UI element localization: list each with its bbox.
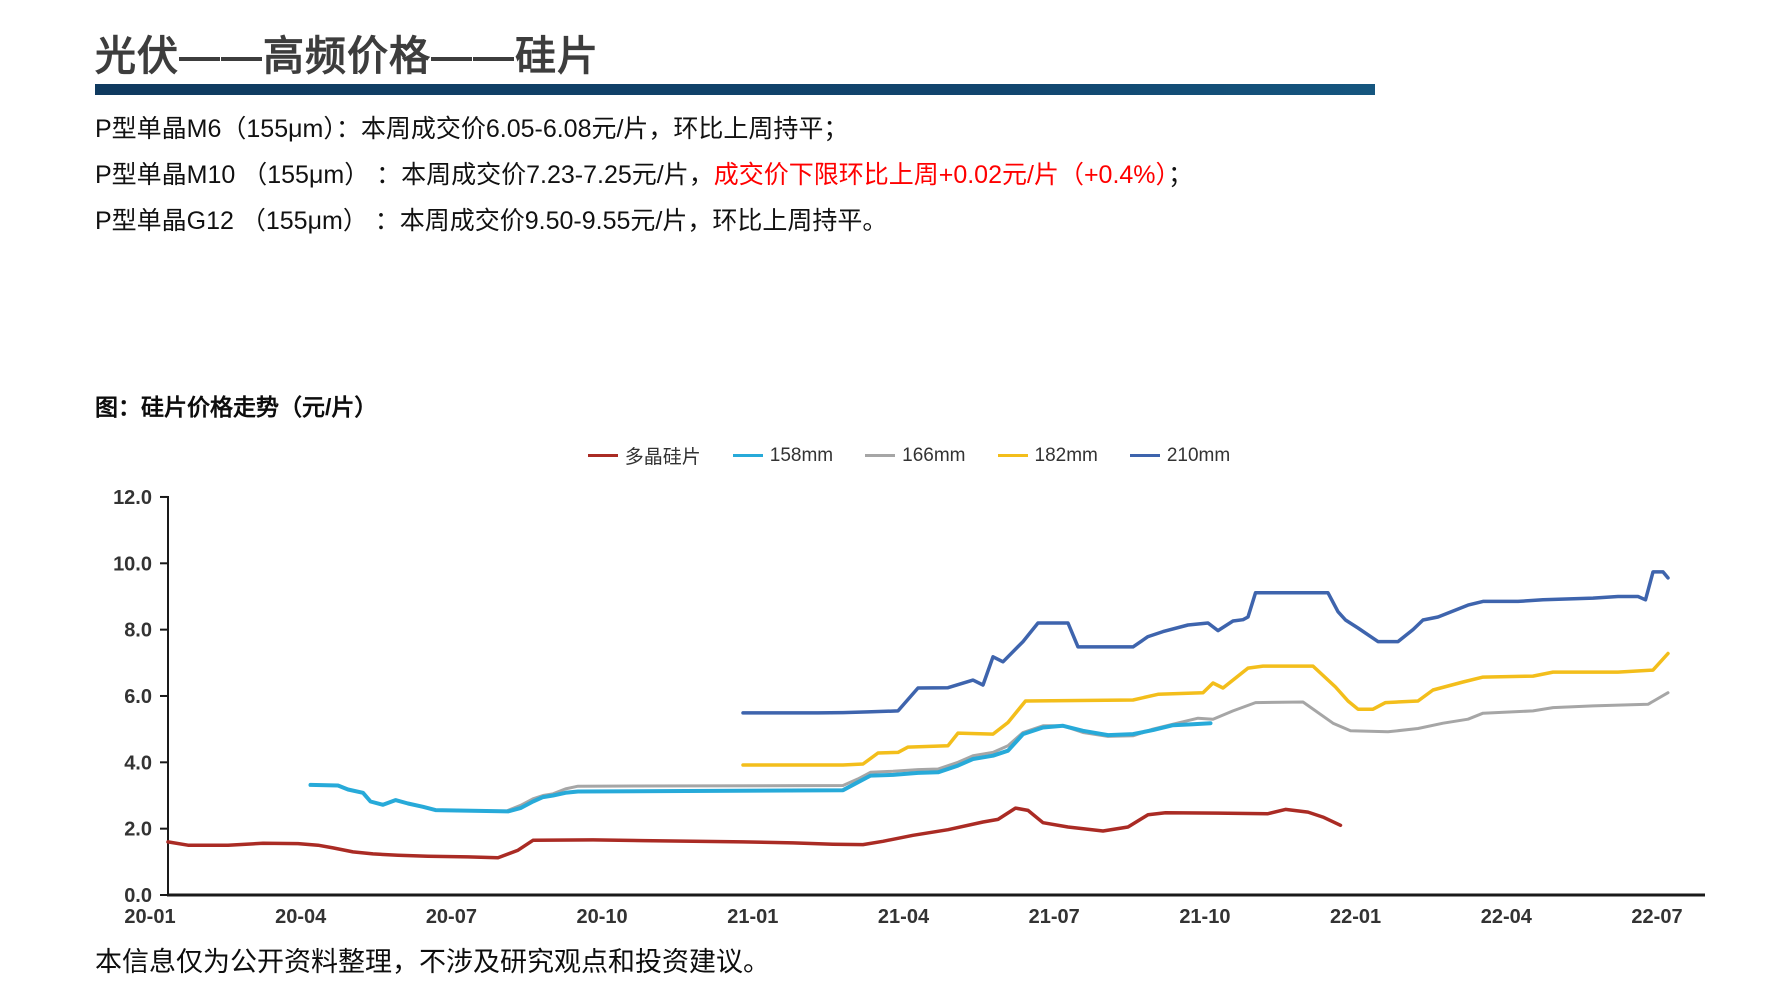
price-bullet: P型单晶G12 （155μm） ：本周成交价9.50-9.55元/片，环比上周持… (95, 198, 1193, 244)
price-bullet-text: P型单晶G12 （155μm） ：本周成交价9.50-9.55元/片，环比上周持… (95, 207, 888, 235)
x-tick-label: 20-10 (577, 906, 628, 928)
x-tick-label: 22-01 (1330, 906, 1381, 928)
legend-line-swatch (732, 454, 763, 457)
title-underline-bar (95, 84, 1375, 95)
price-bullet-text: P型单晶M6（155μm）：本周成交价6.05-6.08元/片，环比上周持平； (95, 115, 849, 143)
price-bullet-text: P型单晶M10 （155μm） ：本周成交价7.23-7.25元/片， (95, 161, 714, 189)
legend-item-多晶硅片: 多晶硅片 (587, 442, 701, 469)
legend-line-swatch (865, 454, 896, 457)
price-summary-bullets: P型单晶M6（155μm）：本周成交价6.05-6.08元/片，环比上周持平； P… (95, 106, 1193, 244)
x-tick-label: 20-07 (426, 906, 477, 928)
legend-item-182mm: 182mm (997, 444, 1098, 467)
legend-item-210mm: 210mm (1129, 444, 1231, 467)
legend-label: 158mm (769, 444, 834, 466)
series-line-158mm (308, 721, 1213, 814)
legend-label: 182mm (1034, 444, 1098, 466)
price-bullet-text: ； (1168, 161, 1194, 189)
x-tick-label: 21-04 (878, 906, 930, 928)
legend-line-swatch (1129, 454, 1160, 457)
x-tick-label: 22-04 (1481, 906, 1533, 928)
x-tick-label: 21-07 (1029, 906, 1080, 928)
y-tick-label: 8.0 (124, 620, 152, 642)
chart-legend: 多晶硅片 158mm 166mm 182mm 210mm (0, 442, 1778, 469)
legend-label: 166mm (902, 444, 966, 466)
series-line-182mm (741, 651, 1670, 767)
disclaimer-text: 本信息仅为公开资料整理，不涉及研究观点和投资建议。 (95, 947, 770, 977)
x-tick-label: 22-07 (1631, 906, 1682, 928)
legend-item-158mm: 158mm (732, 444, 834, 467)
series-line-多晶硅片 (166, 806, 1343, 860)
y-tick-label: 6.0 (124, 686, 152, 708)
y-tick-label: 0.0 (124, 885, 152, 907)
x-tick-label: 20-01 (124, 906, 175, 928)
x-tick-label: 20-04 (275, 906, 327, 928)
price-trend-chart: 0.0 2.0 4.0 6.0 8.0 10.0 12.0 20-01 20-04 20-07 20… (113, 487, 1705, 928)
page-title: 光伏——高频价格——硅片 (95, 33, 599, 79)
legend-line-swatch (997, 454, 1028, 457)
price-bullet: P型单晶M10 （155μm） ：本周成交价7.23-7.25元/片，成交价下限… (95, 152, 1193, 198)
legend-label: 210mm (1166, 444, 1231, 466)
x-tick-label: 21-10 (1179, 906, 1230, 928)
price-bullet-text: 成交价下限环比上周+0.02元/片（+0.4%） (713, 161, 1169, 189)
legend-item-166mm: 166mm (865, 444, 966, 467)
y-tick-label: 10.0 (113, 553, 152, 575)
price-bullet: P型单晶M6（155μm）：本周成交价6.05-6.08元/片，环比上周持平； (95, 106, 1193, 152)
legend-line-swatch (587, 454, 618, 457)
y-tick-label: 2.0 (124, 819, 152, 841)
series-line-210mm (741, 570, 1670, 715)
x-tick-label: 21-01 (727, 906, 778, 928)
y-tick-label: 4.0 (124, 752, 152, 774)
chart-caption: 图：硅片价格走势（元/片） (95, 394, 378, 420)
y-tick-label: 12.0 (113, 487, 152, 509)
legend-label: 多晶硅片 (624, 447, 701, 468)
